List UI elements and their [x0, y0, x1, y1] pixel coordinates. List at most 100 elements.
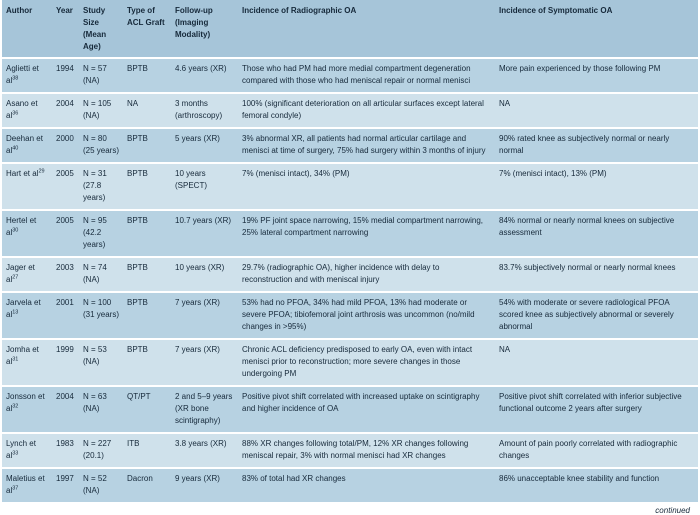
symptomatic-oa-cell: Positive pivot shift correlated with inf… — [495, 386, 698, 433]
author-name: Jomha et al — [6, 345, 39, 366]
table-row: Aglietti et al38 1994 N = 57 (NA) BPTB 4.6 y… — [2, 58, 698, 93]
radiographic-oa-cell: 3% abnormal XR, all patients had normal … — [238, 128, 495, 163]
reference-superscript: 13 — [12, 309, 19, 316]
column-header-6: Incidence of Symptomatic OA — [495, 0, 698, 59]
author-name: Deehan et al — [6, 134, 43, 155]
study-size-cell: N = 95 (42.2 years) — [79, 210, 123, 257]
author-cell: Hart et al29 — [2, 163, 52, 210]
author-cell: Asano et al36 — [2, 93, 52, 128]
reference-superscript: 33 — [12, 450, 19, 457]
study-size-cell: N = 57 (NA) — [79, 58, 123, 93]
graft-cell: BPTB — [123, 339, 171, 386]
followup-cell: 5 years (XR) — [171, 128, 238, 163]
column-header-1: Year — [52, 0, 79, 59]
study-size-cell: N = 31 (27.8 years) — [79, 163, 123, 210]
study-size-cell: N = 53 (NA) — [79, 339, 123, 386]
study-size-cell: N = 227 (20.1) — [79, 433, 123, 468]
author-cell: Aglietti et al38 — [2, 58, 52, 93]
followup-cell: 10 years (SPECT) — [171, 163, 238, 210]
followup-cell: 4.6 years (XR) — [171, 58, 238, 93]
table-row: Jarvela et al13 2001 N = 100 (31 years) BPT… — [2, 292, 698, 339]
symptomatic-oa-cell: More pain experienced by those following… — [495, 58, 698, 93]
table-row: Deehan et al40 2000 N = 80 (25 years) BPTB 5… — [2, 128, 698, 163]
reference-superscript: 37 — [12, 485, 19, 492]
column-header-4: Follow-up (Imaging Modality) — [171, 0, 238, 59]
table-row: Asano et al36 2004 N = 105 (NA) NA 3 months … — [2, 93, 698, 128]
column-header-5: Incidence of Radiographic OA — [238, 0, 495, 59]
graft-cell: QT/PT — [123, 386, 171, 433]
year-cell: 2003 — [52, 257, 79, 292]
author-cell: Deehan et al40 — [2, 128, 52, 163]
symptomatic-oa-cell: NA — [495, 339, 698, 386]
graft-cell: NA — [123, 93, 171, 128]
year-cell: 2005 — [52, 210, 79, 257]
symptomatic-oa-cell: 7% (menisci intact), 13% (PM) — [495, 163, 698, 210]
author-name: Jager et al — [6, 263, 35, 284]
symptomatic-oa-cell: 90% rated knee as subjectively normal or… — [495, 128, 698, 163]
author-name: Hertel et al — [6, 216, 37, 237]
reference-superscript: 31 — [12, 356, 19, 363]
symptomatic-oa-cell: 83.7% subjectively normal or nearly norm… — [495, 257, 698, 292]
author-name: Jarvela et al — [6, 298, 41, 319]
author-name: Asano et al — [6, 99, 38, 120]
radiographic-oa-cell: 88% XR changes following total/PM, 12% X… — [238, 433, 495, 468]
table-row: Lynch et al33 1983 N = 227 (20.1) ITB 3.8 ye… — [2, 433, 698, 468]
year-cell: 2001 — [52, 292, 79, 339]
author-cell: Maletius et al37 — [2, 468, 52, 502]
study-size-cell: N = 105 (NA) — [79, 93, 123, 128]
author-cell: Jonsson et al32 — [2, 386, 52, 433]
radiographic-oa-cell: 53% had no PFOA, 34% had mild PFOA, 13% … — [238, 292, 495, 339]
followup-cell: 7 years (XR) — [171, 292, 238, 339]
author-cell: Jomha et al31 — [2, 339, 52, 386]
graft-cell: BPTB — [123, 210, 171, 257]
graft-cell: BPTB — [123, 257, 171, 292]
column-header-2: Study Size (Mean Age) — [79, 0, 123, 59]
year-cell: 2005 — [52, 163, 79, 210]
studies-table: Author Year Study Size (Mean Age) Type of A… — [2, 0, 698, 502]
author-name: Hart et al — [6, 169, 39, 178]
radiographic-oa-cell: 7% (menisci intact), 34% (PM) — [238, 163, 495, 210]
graft-cell: BPTB — [123, 58, 171, 93]
reference-superscript: 27 — [12, 274, 19, 281]
reference-superscript: 40 — [12, 145, 19, 152]
table-header: Author Year Study Size (Mean Age) Type of A… — [2, 0, 698, 59]
year-cell: 2000 — [52, 128, 79, 163]
radiographic-oa-cell: 83% of total had XR changes — [238, 468, 495, 502]
followup-cell: 3.8 years (XR) — [171, 433, 238, 468]
radiographic-oa-cell: 19% PF joint space narrowing, 15% medial… — [238, 210, 495, 257]
year-cell: 2004 — [52, 93, 79, 128]
radiographic-oa-cell: Those who had PM had more medial compart… — [238, 58, 495, 93]
continued-label: continued — [655, 506, 690, 515]
reference-superscript: 36 — [12, 110, 19, 117]
followup-cell: 3 months (arthroscopy) — [171, 93, 238, 128]
author-cell: Hertel et al30 — [2, 210, 52, 257]
radiographic-oa-cell: Chronic ACL deficiency predisposed to ea… — [238, 339, 495, 386]
radiographic-oa-cell: 29.7% (radiographic OA), higher incidenc… — [238, 257, 495, 292]
followup-cell: 10 years (XR) — [171, 257, 238, 292]
symptomatic-oa-cell: 86% unacceptable knee stability and func… — [495, 468, 698, 502]
symptomatic-oa-cell: NA — [495, 93, 698, 128]
reference-superscript: 38 — [12, 75, 19, 82]
symptomatic-oa-cell: 84% normal or nearly normal knees on sub… — [495, 210, 698, 257]
year-cell: 1994 — [52, 58, 79, 93]
study-size-cell: N = 74 (NA) — [79, 257, 123, 292]
graft-cell: BPTB — [123, 292, 171, 339]
year-cell: 1983 — [52, 433, 79, 468]
year-cell: 1999 — [52, 339, 79, 386]
year-cell: 2004 — [52, 386, 79, 433]
study-size-cell: N = 100 (31 years) — [79, 292, 123, 339]
author-cell: Jarvela et al13 — [2, 292, 52, 339]
followup-cell: 9 years (XR) — [171, 468, 238, 502]
study-size-cell: N = 52 (NA) — [79, 468, 123, 502]
table-row: Hart et al29 2005 N = 31 (27.8 years) BPTB 1… — [2, 163, 698, 210]
graft-cell: BPTB — [123, 128, 171, 163]
table-row: Jager et al27 2003 N = 74 (NA) BPTB 10 years… — [2, 257, 698, 292]
table-row: Maletius et al37 1997 N = 52 (NA) Dacron 9 y… — [2, 468, 698, 502]
author-cell: Jager et al27 — [2, 257, 52, 292]
reference-superscript: 29 — [38, 168, 45, 175]
table-row: Jomha et al31 1999 N = 53 (NA) BPTB 7 years … — [2, 339, 698, 386]
author-cell: Lynch et al33 — [2, 433, 52, 468]
graft-cell: ITB — [123, 433, 171, 468]
column-header-0: Author — [2, 0, 52, 59]
